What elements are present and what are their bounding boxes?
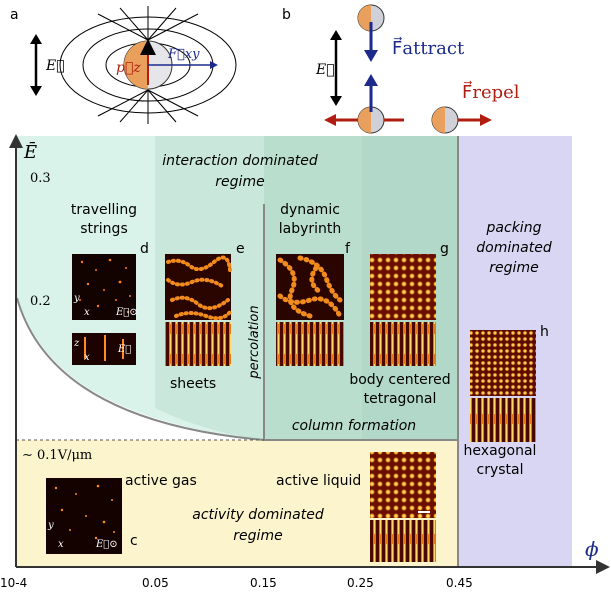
phase-labels: travelling strings sheets percolation dy… — [71, 202, 537, 489]
panel-b-letter: b — [282, 7, 291, 23]
interaction-regime-1: interaction dominated — [162, 153, 318, 169]
travelling-strings-1: travelling — [71, 202, 137, 218]
x-tick-1: 10-4 — [0, 576, 27, 590]
inset-d-y-label: y — [73, 293, 80, 304]
axes: Ē ϕ 0.3 0.2 ∼ 0.1V/μm 10-4 0.05 0.15 0.2… — [0, 134, 610, 590]
inset-c: y x E⃗⊙ — [46, 478, 122, 554]
x-tick-3: 0.15 — [250, 576, 277, 590]
panel-c-letter: c — [130, 533, 138, 549]
packing-regime-3: regime — [489, 260, 538, 276]
dynamic-labyrinth-1: dynamic — [280, 202, 340, 218]
inset-e-side-view — [165, 322, 231, 366]
inset-h-side-view — [470, 398, 536, 442]
column-formation-label: column formation — [292, 418, 416, 434]
panel-d-letter: d — [140, 241, 149, 257]
inset-active-liquid — [370, 452, 436, 562]
panel-h-letter: h — [540, 324, 549, 340]
y-tick-02: 0.2 — [30, 294, 51, 309]
inset-e — [165, 254, 232, 366]
dynamic-labyrinth-2: labyrinth — [279, 221, 342, 237]
travelling-strings-2: strings — [80, 221, 127, 237]
dipole-field-lines — [59, 6, 237, 124]
force-label: F⃗xy — [167, 47, 200, 62]
inset-d: y x E⃗⊙ z x E⃗ — [72, 254, 138, 365]
y-tick-03: 0.3 — [30, 171, 51, 186]
inset-h-top-view — [470, 330, 536, 396]
inset-d-field-out: E⃗⊙ — [115, 307, 138, 318]
inset-g-top-view — [370, 254, 436, 320]
x-axis-label: ϕ — [585, 537, 599, 561]
inset-liquid-top-view — [370, 452, 436, 518]
x-tick-2: 0.05 — [142, 576, 169, 590]
inset-c-x-label: x — [58, 539, 64, 550]
inset-d-x2-label: x — [84, 352, 90, 363]
e-label-b: E⃗ — [315, 62, 335, 78]
e-label-a: E⃗ — [45, 58, 65, 74]
panel-e-letter: e — [236, 241, 245, 257]
active-liquid-label: active liquid — [276, 473, 361, 489]
x-tick-4: 0.25 — [347, 576, 374, 590]
inset-d-x-label: x — [84, 307, 90, 318]
x-tick-5: 0.45 — [446, 576, 473, 590]
inset-f — [276, 254, 344, 366]
bct-1: body centered — [349, 372, 450, 388]
activity-regime-2: regime — [233, 528, 282, 544]
inset-g — [370, 254, 436, 366]
hexagonal-2: crystal — [477, 462, 524, 478]
inset-h — [470, 330, 536, 442]
interaction-regime-2: regime — [215, 174, 264, 190]
packing-regime-1: packing — [486, 220, 542, 236]
dipole-label: p⃗z — [116, 60, 141, 76]
inset-f-side-view — [276, 322, 344, 366]
percolation-label: percolation — [247, 305, 262, 379]
y-tick-01: ∼ 0.1V/μm — [22, 448, 92, 463]
hexagonal-1: hexagonal — [464, 443, 537, 459]
inset-c-view — [46, 478, 122, 554]
panel-a-letter: a — [10, 7, 19, 23]
inset-d-field-up: E⃗ — [117, 344, 131, 355]
packing-regime-2: dominated — [476, 240, 552, 256]
bct-2: tetragonal — [364, 391, 437, 407]
inset-d-top-view — [72, 254, 136, 320]
inset-d-z-label: z — [73, 338, 80, 349]
attract-label: F⃗attract — [392, 37, 465, 59]
inset-c-y-label: y — [47, 520, 54, 531]
activity-regime-1: activity dominated — [192, 507, 324, 523]
panel-f-letter: f — [345, 241, 351, 257]
panel-a: a E⃗ p⃗z F⃗xy — [10, 6, 237, 124]
boundary-curve — [16, 297, 265, 441]
panel-b: b E⃗ F⃗attract F⃗repel — [282, 4, 520, 134]
inset-liquid-side-view — [370, 520, 436, 562]
sheets-label: sheets — [170, 376, 216, 392]
inset-g-side-view — [370, 322, 436, 366]
y-axis-label: Ē — [23, 140, 37, 163]
regime-labels: interaction dominated regime packing dom… — [162, 153, 552, 544]
repel-label: F⃗repel — [462, 81, 520, 103]
active-gas-label: active gas — [125, 473, 197, 489]
inset-c-field-out: E⃗⊙ — [95, 539, 118, 550]
panel-g-letter: g — [440, 241, 449, 257]
panel-letters: d e f g h c — [130, 241, 549, 549]
